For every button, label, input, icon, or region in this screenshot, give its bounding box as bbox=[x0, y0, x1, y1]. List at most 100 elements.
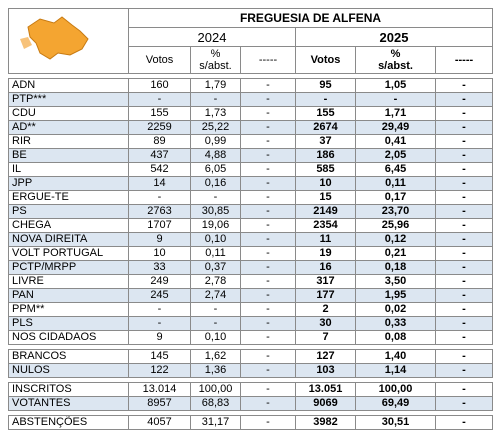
row-label: ERGUE-TE bbox=[8, 190, 129, 205]
cell: - bbox=[240, 120, 296, 135]
row-label: RIR bbox=[8, 134, 129, 149]
cell: 19,06 bbox=[190, 218, 241, 233]
cell: 1,73 bbox=[190, 106, 241, 121]
cell: - bbox=[435, 232, 493, 247]
table-row: BRANCOS 145 1,62-127 1,40- bbox=[8, 349, 493, 364]
cell: 0,17 bbox=[355, 190, 436, 205]
column-header: % s/abst. bbox=[355, 46, 436, 74]
cell: 29,49 bbox=[355, 120, 436, 135]
row-label: NOS CIDADAOS bbox=[8, 330, 129, 345]
cell: - bbox=[435, 176, 493, 191]
cell: 0,11 bbox=[190, 246, 241, 261]
cell: - bbox=[435, 415, 493, 430]
table-header: FREGUESIA DE ALFENA 2024 2025 Votos % s/a… bbox=[8, 8, 493, 74]
cell: 103 bbox=[295, 363, 356, 378]
cell: 317 bbox=[295, 274, 356, 289]
row-label: BE bbox=[8, 148, 129, 163]
table-row: LIVRE 249 2,78-317 3,50- bbox=[8, 274, 493, 289]
table-row: PCTP/MRPP 33 0,37-16 0,18- bbox=[8, 260, 493, 275]
cell: 3,50 bbox=[355, 274, 436, 289]
table-row: RIR 89 0,99-37 0,41- bbox=[8, 134, 493, 149]
cell: 0,21 bbox=[355, 246, 436, 261]
cell: - bbox=[435, 288, 493, 303]
cell: 155 bbox=[295, 106, 356, 121]
cell: 542 bbox=[128, 162, 191, 177]
cell: 4,88 bbox=[190, 148, 241, 163]
cell: 2259 bbox=[128, 120, 191, 135]
cell: 249 bbox=[128, 274, 191, 289]
row-label: BRANCOS bbox=[8, 349, 129, 364]
cell: - bbox=[190, 92, 241, 107]
table-row: NULOS 122 1,36-103 1,14- bbox=[8, 363, 493, 378]
cell: - bbox=[240, 382, 296, 397]
cell: 0,12 bbox=[355, 232, 436, 247]
table-row: CHEGA 1707 19,06-2354 25,96- bbox=[8, 218, 493, 233]
cell: - bbox=[240, 363, 296, 378]
column-header-text: ----- bbox=[258, 54, 278, 66]
row-label: CHEGA bbox=[8, 218, 129, 233]
year: 2025 bbox=[295, 27, 493, 47]
cell: - bbox=[240, 232, 296, 247]
cell: 13.051 bbox=[295, 382, 356, 397]
cell: - bbox=[240, 288, 296, 303]
cell: 100,00 bbox=[355, 382, 436, 397]
table-row: NOS CIDADAOS 9 0,10-7 0,08- bbox=[8, 330, 493, 345]
title: FREGUESIA DE ALFENA bbox=[128, 8, 493, 28]
cell: - bbox=[435, 78, 493, 93]
cell: 4057 bbox=[128, 415, 191, 430]
cell: 30,85 bbox=[190, 204, 241, 219]
cell: 7 bbox=[295, 330, 356, 345]
cell: 0,02 bbox=[355, 302, 436, 317]
row-label: NULOS bbox=[8, 363, 129, 378]
cell: - bbox=[295, 92, 356, 107]
cell: 30,51 bbox=[355, 415, 436, 430]
cell: - bbox=[128, 92, 191, 107]
cell: - bbox=[435, 396, 493, 411]
cell: 9 bbox=[128, 330, 191, 345]
row-group: INSCRITOS 13.014 100,00-13.051 100,00- VOTAN… bbox=[8, 382, 493, 411]
cell: 31,17 bbox=[190, 415, 241, 430]
cell: 0,18 bbox=[355, 260, 436, 275]
cell: - bbox=[240, 148, 296, 163]
cell: 11 bbox=[295, 232, 356, 247]
table-row: PAN 245 2,74-177 1,95- bbox=[8, 288, 493, 303]
cell: 68,83 bbox=[190, 396, 241, 411]
cell: 8957 bbox=[128, 396, 191, 411]
cell: - bbox=[435, 148, 493, 163]
cell: 2,05 bbox=[355, 148, 436, 163]
cell: - bbox=[435, 106, 493, 121]
cell: - bbox=[435, 302, 493, 317]
cell: 0,99 bbox=[190, 134, 241, 149]
table-row: CDU 155 1,73-155 1,71- bbox=[8, 106, 493, 121]
cell: - bbox=[240, 396, 296, 411]
cell: - bbox=[435, 260, 493, 275]
row-label: VOLT PORTUGAL bbox=[8, 246, 129, 261]
cell: 0,11 bbox=[355, 176, 436, 191]
cell: - bbox=[128, 302, 191, 317]
cell: - bbox=[435, 92, 493, 107]
cell: 0,08 bbox=[355, 330, 436, 345]
cell: 2 bbox=[295, 302, 356, 317]
row-group: ABSTENÇÕES 4057 31,17-3982 30,51- bbox=[8, 415, 493, 430]
cell: - bbox=[240, 316, 296, 331]
cell: 69,49 bbox=[355, 396, 436, 411]
cell: 37 bbox=[295, 134, 356, 149]
row-label: PTP*** bbox=[8, 92, 129, 107]
cell: 0,16 bbox=[190, 176, 241, 191]
row-label: ADN bbox=[8, 78, 129, 93]
cell: 1,14 bbox=[355, 363, 436, 378]
cell: 2149 bbox=[295, 204, 356, 219]
row-label: PCTP/MRPP bbox=[8, 260, 129, 275]
map-icon bbox=[19, 16, 89, 60]
row-label: PLS bbox=[8, 316, 129, 331]
cell: 9069 bbox=[295, 396, 356, 411]
table-row: IL 542 6,05-585 6,45- bbox=[8, 162, 493, 177]
cell: 0,10 bbox=[190, 330, 241, 345]
column-header: Votos bbox=[128, 46, 191, 74]
cell: 1,79 bbox=[190, 78, 241, 93]
cell: 0,33 bbox=[355, 316, 436, 331]
cell: - bbox=[240, 260, 296, 275]
cell: - bbox=[435, 190, 493, 205]
table-row: VOLT PORTUGAL 10 0,11-19 0,21- bbox=[8, 246, 493, 261]
column-header: ----- bbox=[435, 46, 493, 74]
